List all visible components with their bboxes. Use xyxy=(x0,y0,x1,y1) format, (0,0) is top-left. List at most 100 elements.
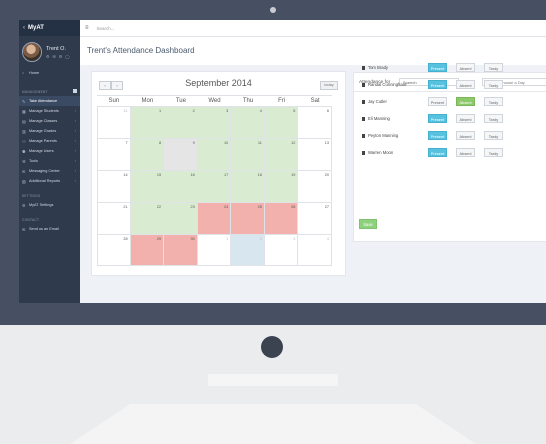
calendar-day[interactable]: 25 xyxy=(231,203,265,235)
save-button[interactable]: Save xyxy=(359,219,377,229)
collapse-toggle-icon[interactable] xyxy=(73,89,77,93)
page-title: Trent's Attendance Dashboard xyxy=(87,46,195,55)
sidebar-item-messaging-center[interactable]: ✉ Messaging Center › xyxy=(19,166,80,176)
calendar-day[interactable]: 11 xyxy=(231,139,265,171)
calendar-day[interactable]: 12 xyxy=(265,139,299,171)
calendar-day[interactable]: 1 xyxy=(198,235,232,267)
calendar-day[interactable]: 8 xyxy=(131,139,165,171)
calendar-day[interactable]: 3 xyxy=(198,107,232,139)
sidebar-item-manage-students[interactable]: ▦ Manage Students › xyxy=(19,106,80,116)
day-number: 3 xyxy=(293,237,295,241)
sidebar-brand[interactable]: ‹ MyAT xyxy=(19,20,80,36)
student-row: Warren Moon Present Absent Tardy xyxy=(354,147,546,159)
calendar-day[interactable]: 15 xyxy=(131,171,165,203)
sidebar-item-manage-classes[interactable]: ▤ Manage Classes › xyxy=(19,116,80,126)
calendar-day[interactable]: 24 xyxy=(198,203,232,235)
calendar-day[interactable]: 13 xyxy=(298,139,332,171)
day-number: 5 xyxy=(293,109,295,113)
brand-name: MyAT xyxy=(28,25,44,31)
calendar-day[interactable]: 23 xyxy=(164,203,198,235)
sidebar-item-manage-grades[interactable]: ▥ Manage Grades › xyxy=(19,126,80,136)
calendar-day[interactable]: 9 xyxy=(164,139,198,171)
sidebar-item-send-email[interactable]: ✉ Send us an Email xyxy=(19,224,80,234)
absent-button[interactable]: Absent xyxy=(456,97,475,106)
day-number: 31 xyxy=(123,109,127,113)
calendar-day[interactable]: 7 xyxy=(97,139,131,171)
calendar-day[interactable]: 5 xyxy=(265,107,299,139)
calendar-day[interactable]: 30 xyxy=(164,235,198,267)
tardy-button[interactable]: Tardy xyxy=(484,131,503,140)
sidebar-item-additional-reports[interactable]: ▧ Additional Reports › xyxy=(19,176,80,186)
calendar-day[interactable]: 21 xyxy=(97,203,131,235)
sidebar-item-label: Manage Students xyxy=(29,109,59,113)
present-button[interactable]: Present xyxy=(428,97,447,106)
sidebar-item-home[interactable]: ⌂ Home xyxy=(19,68,80,78)
calendar-day[interactable]: 31 xyxy=(97,107,131,139)
calendar-day[interactable]: 4 xyxy=(298,235,332,267)
tardy-button[interactable]: Tardy xyxy=(484,97,503,106)
sidebar-item-manage-parents[interactable]: ⚇ Manage Parents › xyxy=(19,136,80,146)
student-icon xyxy=(362,100,365,104)
sidebar-item-myat-settings[interactable]: ⚙ MyAT Settings xyxy=(19,200,80,210)
calendar-day[interactable]: 29 xyxy=(131,235,165,267)
day-number: 21 xyxy=(123,205,127,209)
menu-icon[interactable]: ≡ xyxy=(85,25,89,31)
user-action-icons[interactable]: ⚙ ✉ ⚙ ◯ xyxy=(46,54,70,59)
calendar-day[interactable]: 6 xyxy=(298,107,332,139)
day-number: 25 xyxy=(258,205,262,209)
email-icon: ✉ xyxy=(22,227,26,232)
calendar-day[interactable]: 18 xyxy=(231,171,265,203)
calendar-day[interactable]: 17 xyxy=(198,171,232,203)
today-button[interactable]: today xyxy=(320,81,338,90)
absent-button[interactable]: Absent xyxy=(456,148,475,157)
sidebar-item-take-attendance[interactable]: ✎ Take Attendance xyxy=(19,96,80,106)
sidebar-item-tools[interactable]: ⚒ Tools › xyxy=(19,156,80,166)
calendar-day[interactable]: 3 xyxy=(265,235,299,267)
present-button[interactable]: Present xyxy=(428,131,447,140)
tardy-button[interactable]: Tardy xyxy=(484,63,503,72)
tardy-button[interactable]: Tardy xyxy=(484,148,503,157)
sidebar-item-label: Send us an Email xyxy=(29,227,59,231)
avatar[interactable] xyxy=(22,42,42,62)
day-number: 17 xyxy=(224,173,228,177)
calendar-day[interactable]: 28 xyxy=(97,235,131,267)
calendar-day[interactable]: 14 xyxy=(97,171,131,203)
calendar-day[interactable]: 2 xyxy=(231,235,265,267)
sidebar-item-manage-users[interactable]: ⚉ Manage Users › xyxy=(19,146,80,156)
day-number: 29 xyxy=(157,237,161,241)
calendar-day[interactable]: 26 xyxy=(265,203,299,235)
calendar-day[interactable]: 22 xyxy=(131,203,165,235)
day-number: 13 xyxy=(325,141,329,145)
absent-button[interactable]: Absent xyxy=(456,131,475,140)
day-number: 8 xyxy=(159,141,161,145)
calendar-day[interactable]: 4 xyxy=(231,107,265,139)
chevron-left-icon[interactable]: ‹ xyxy=(23,25,25,31)
absent-button[interactable]: Absent xyxy=(456,114,475,123)
student-name: Peyton Manning xyxy=(368,133,398,138)
day-number: 23 xyxy=(190,205,194,209)
absent-button[interactable]: Absent xyxy=(456,63,475,72)
absent-button[interactable]: Absent xyxy=(456,80,475,89)
title-bar: Trent's Attendance Dashboard xyxy=(80,37,546,65)
calendar-day[interactable]: 2 xyxy=(164,107,198,139)
sidebar-item-label: Manage Classes xyxy=(29,119,57,123)
calendar-day[interactable]: 19 xyxy=(265,171,299,203)
search-input[interactable]: Search... xyxy=(97,26,115,31)
tardy-button[interactable]: Tardy xyxy=(484,114,503,123)
chevron-right-icon: › xyxy=(75,129,76,133)
calendar-day[interactable]: 16 xyxy=(164,171,198,203)
student-icon xyxy=(362,151,365,155)
calendar-day[interactable]: 10 xyxy=(198,139,232,171)
present-button[interactable]: Present xyxy=(428,114,447,123)
calendar-day[interactable]: 20 xyxy=(298,171,332,203)
tardy-button[interactable]: Tardy xyxy=(484,80,503,89)
present-button[interactable]: Present xyxy=(428,80,447,89)
calendar-day[interactable]: 1 xyxy=(131,107,165,139)
present-button[interactable]: Present xyxy=(428,63,447,72)
calendar-day[interactable]: 27 xyxy=(298,203,332,235)
day-number: 1 xyxy=(159,109,161,113)
chevron-right-icon: › xyxy=(75,149,76,153)
sidebar-item-label: Tools xyxy=(29,159,38,163)
user-info: Trent O. ⚙ ✉ ⚙ ◯ xyxy=(46,46,70,59)
present-button[interactable]: Present xyxy=(428,148,447,157)
